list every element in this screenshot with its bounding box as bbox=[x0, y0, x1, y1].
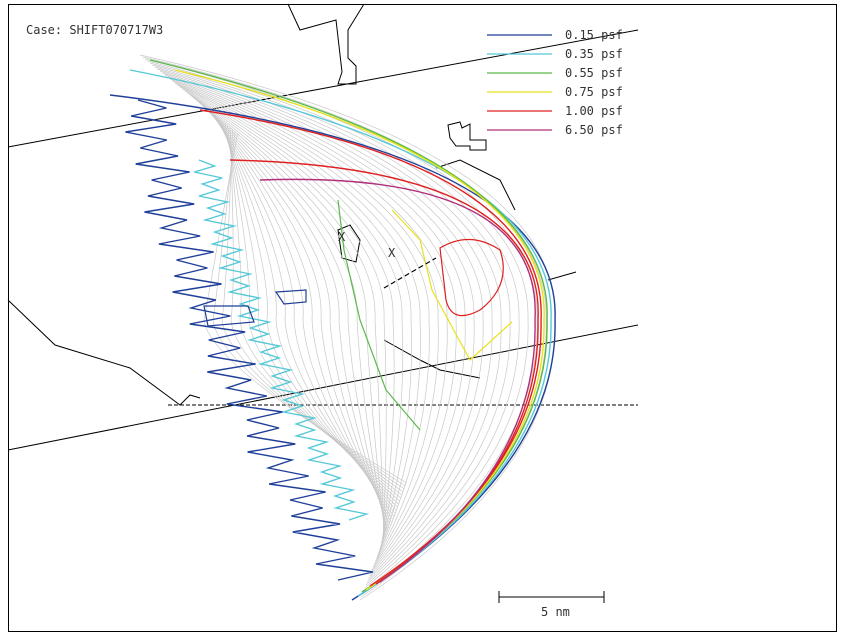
isopleth-line bbox=[190, 95, 384, 540]
scale-bar bbox=[499, 591, 604, 603]
coast-line-east bbox=[436, 160, 515, 210]
coast-line-top bbox=[288, 4, 364, 84]
isopleth-line bbox=[140, 55, 555, 600]
legend-label: 0.75 psf bbox=[565, 85, 623, 99]
legend-label: 0.35 psf bbox=[565, 47, 623, 61]
legend-label: 0.15 psf bbox=[565, 28, 623, 42]
marker-x-1: X bbox=[338, 230, 346, 244]
coast-line-left bbox=[8, 300, 200, 405]
marker-x-2: X bbox=[388, 246, 396, 260]
isopleth-lines bbox=[140, 55, 555, 600]
legend: 0.15 psf 0.35 psf 0.55 psf 0.75 psf 1.00 psf… bbox=[487, 28, 623, 137]
boundary-line-right bbox=[548, 272, 576, 280]
isopleth-line bbox=[163, 73, 475, 573]
legend-label: 0.55 psf bbox=[565, 66, 623, 80]
interior-features bbox=[204, 200, 512, 430]
case-label: Case: SHIFT070717W3 bbox=[26, 23, 163, 37]
legend-label: 6.50 psf bbox=[565, 123, 623, 137]
island-shape bbox=[448, 122, 486, 150]
legend-label: 1.00 psf bbox=[565, 104, 623, 118]
pressure-contours bbox=[110, 60, 555, 600]
isopleth-line bbox=[223, 121, 400, 501]
isopleth-line bbox=[195, 99, 386, 534]
scale-bar-label: 5 nm bbox=[541, 605, 570, 619]
pressure-contour bbox=[130, 70, 551, 596]
isopleth-line bbox=[143, 57, 547, 597]
